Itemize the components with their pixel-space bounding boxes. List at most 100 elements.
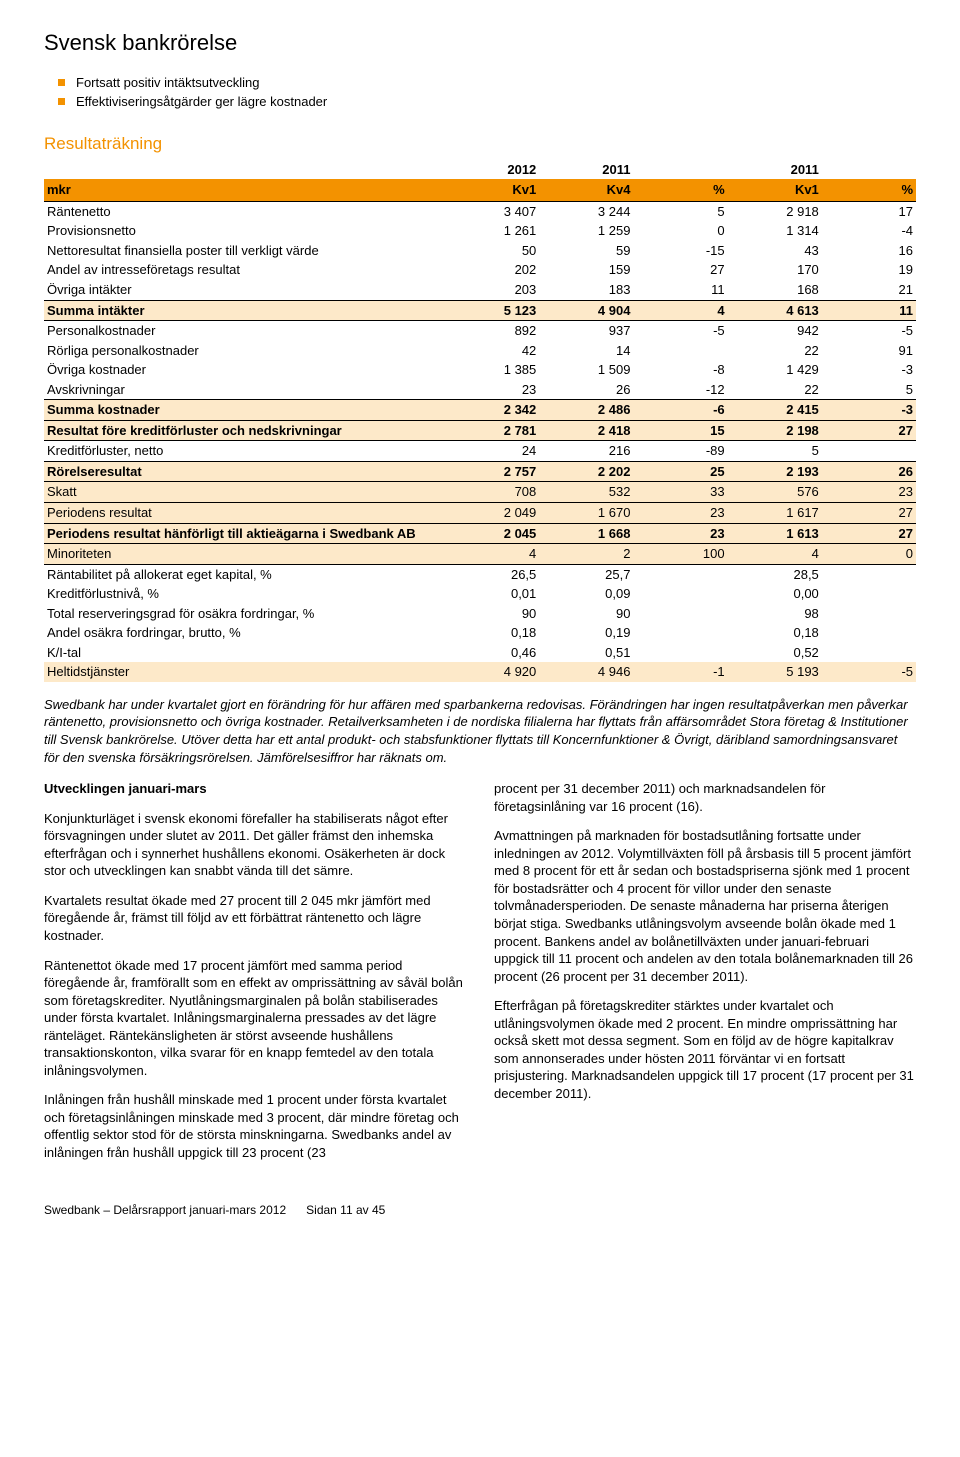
row-value: 3 244: [539, 201, 633, 221]
row-value: -4: [822, 221, 916, 241]
row-value: -5: [633, 321, 727, 341]
row-label: Kreditförluster, netto: [44, 441, 445, 462]
row-value: 50: [445, 241, 539, 261]
row-label: K/I-tal: [44, 643, 445, 663]
row-value: 576: [728, 482, 822, 503]
row-value: 2 418: [539, 420, 633, 441]
row-value: 5: [633, 201, 727, 221]
highlight-bullet: Effektiviseringsåtgärder ger lägre kostn…: [58, 93, 916, 111]
table-row: Räntabilitet på allokerat eget kapital, …: [44, 564, 916, 584]
row-value: 91: [822, 341, 916, 361]
table-row: Avskrivningar2326-12225: [44, 380, 916, 400]
row-value: [633, 341, 727, 361]
row-value: 2 486: [539, 400, 633, 421]
row-value: 43: [728, 241, 822, 261]
row-value: 1 613: [728, 523, 822, 544]
row-value: [633, 584, 727, 604]
row-value: -12: [633, 380, 727, 400]
right-column: procent per 31 december 2011) och markna…: [494, 780, 916, 1173]
table-row: Andel osäkra fordringar, brutto, %0,180,…: [44, 623, 916, 643]
body-paragraph: Efterfrågan på företagskrediter stärktes…: [494, 997, 916, 1102]
row-value: 0: [633, 221, 727, 241]
explanatory-note: Swedbank har under kvartalet gjort en fö…: [44, 696, 916, 766]
body-paragraph: procent per 31 december 2011) och markna…: [494, 780, 916, 815]
row-value: 22: [728, 341, 822, 361]
row-label: Resultat före kreditförluster och nedskr…: [44, 420, 445, 441]
row-value: 27: [822, 503, 916, 524]
row-value: 21: [822, 280, 916, 300]
col-header-year: [633, 160, 727, 180]
row-value: -89: [633, 441, 727, 462]
row-label: Övriga intäkter: [44, 280, 445, 300]
row-value: 2 781: [445, 420, 539, 441]
table-row: Periodens resultat hänförligt till aktie…: [44, 523, 916, 544]
row-value: 24: [445, 441, 539, 462]
row-label: Avskrivningar: [44, 380, 445, 400]
row-value: 1 668: [539, 523, 633, 544]
table-row: Total reserveringsgrad för osäkra fordri…: [44, 604, 916, 624]
row-value: -8: [633, 360, 727, 380]
row-value: 2 049: [445, 503, 539, 524]
row-label: Minoriteten: [44, 544, 445, 565]
row-value: 1 509: [539, 360, 633, 380]
page-title: Svensk bankrörelse: [44, 28, 916, 58]
footer-page-number: Sidan 11 av 45: [306, 1203, 385, 1217]
row-value: [822, 441, 916, 462]
row-value: 202: [445, 260, 539, 280]
row-value: 1 670: [539, 503, 633, 524]
table-row: Summa kostnader2 3422 486-62 415-3: [44, 400, 916, 421]
row-value: 5 123: [445, 300, 539, 321]
results-table: 201220112011mkrKv1Kv4%Kv1% Räntenetto3 4…: [44, 160, 916, 682]
row-value: 2 198: [728, 420, 822, 441]
row-value: 26,5: [445, 564, 539, 584]
page-footer: Swedbank – Delårsrapport januari-mars 20…: [44, 1202, 916, 1218]
table-row: Övriga kostnader1 3851 509-81 429-3: [44, 360, 916, 380]
row-value: 25: [633, 461, 727, 482]
row-value: 5: [822, 380, 916, 400]
row-value: 23: [822, 482, 916, 503]
col-header: %: [633, 179, 727, 201]
row-value: 2 918: [728, 201, 822, 221]
row-value: 216: [539, 441, 633, 462]
body-paragraph: Kvartalets resultat ökade med 27 procent…: [44, 892, 466, 945]
row-value: 183: [539, 280, 633, 300]
row-value: 942: [728, 321, 822, 341]
row-value: 168: [728, 280, 822, 300]
body-paragraph: Räntenettot ökade med 17 procent jämfört…: [44, 957, 466, 1080]
row-value: 33: [633, 482, 727, 503]
row-value: 26: [822, 461, 916, 482]
row-value: 11: [822, 300, 916, 321]
row-label: Rörelseresultat: [44, 461, 445, 482]
row-value: 59: [539, 241, 633, 261]
row-value: 0,46: [445, 643, 539, 663]
row-label: Heltidstjänster: [44, 662, 445, 682]
row-value: 170: [728, 260, 822, 280]
row-value: 27: [822, 523, 916, 544]
row-label: Summa intäkter: [44, 300, 445, 321]
row-value: 4 946: [539, 662, 633, 682]
row-value: [822, 564, 916, 584]
col-header-year: 2011: [539, 160, 633, 180]
row-label: Summa kostnader: [44, 400, 445, 421]
row-value: 0,51: [539, 643, 633, 663]
row-value: 23: [633, 503, 727, 524]
row-value: 2 193: [728, 461, 822, 482]
row-value: 27: [822, 420, 916, 441]
row-value: 937: [539, 321, 633, 341]
body-columns: Utvecklingen januari-marsKonjunkturläget…: [44, 780, 916, 1173]
table-row: Summa intäkter5 1234 90444 61311: [44, 300, 916, 321]
row-value: [822, 584, 916, 604]
row-value: 2: [539, 544, 633, 565]
row-label: Skatt: [44, 482, 445, 503]
row-value: 11: [633, 280, 727, 300]
row-value: 1 385: [445, 360, 539, 380]
row-value: 25,7: [539, 564, 633, 584]
highlight-bullets: Fortsatt positiv intäktsutvecklingEffekt…: [58, 74, 916, 111]
table-row: Rörliga personalkostnader42142291: [44, 341, 916, 361]
left-col-subhead: Utvecklingen januari-mars: [44, 780, 466, 798]
row-value: 90: [445, 604, 539, 624]
table-row: Periodens resultat2 0491 670231 61727: [44, 503, 916, 524]
row-value: 0,18: [445, 623, 539, 643]
row-value: 1 259: [539, 221, 633, 241]
table-row: Övriga intäkter2031831116821: [44, 280, 916, 300]
